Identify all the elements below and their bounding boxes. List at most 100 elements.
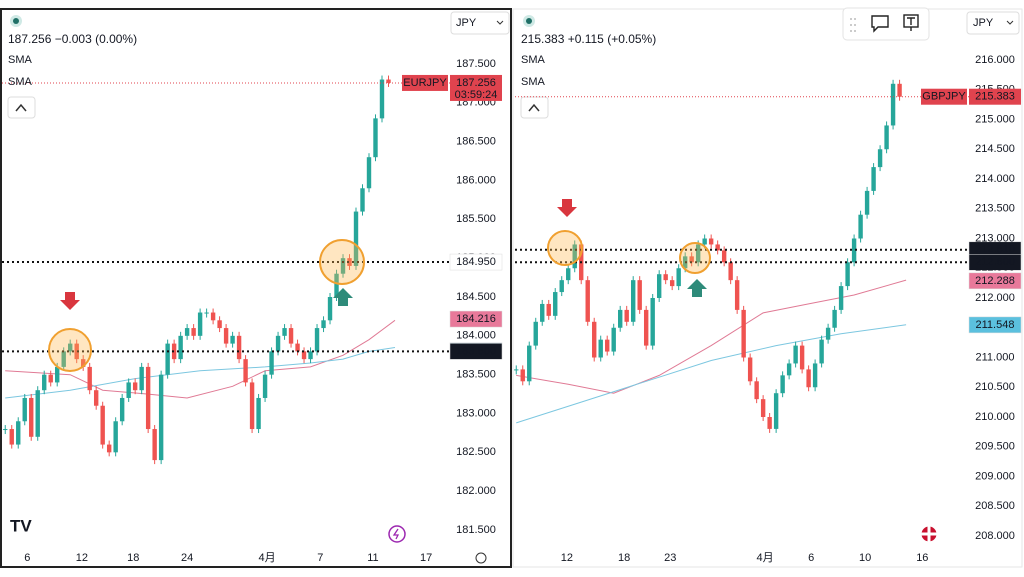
candle bbox=[624, 309, 629, 322]
candle bbox=[230, 335, 235, 344]
candle bbox=[256, 397, 261, 430]
level-label: 212.288 bbox=[975, 275, 1015, 287]
candle bbox=[799, 345, 805, 370]
candle bbox=[864, 190, 870, 215]
candle bbox=[741, 309, 746, 358]
candle bbox=[715, 244, 720, 251]
candle bbox=[598, 339, 603, 358]
x-tick-label: 11 bbox=[367, 552, 378, 564]
events-icon[interactable] bbox=[388, 525, 406, 543]
candle bbox=[702, 238, 707, 245]
currency-label: JPY bbox=[456, 17, 477, 29]
candle bbox=[767, 417, 772, 429]
y-tick-label: 184.500 bbox=[456, 291, 496, 303]
collapse-button[interactable] bbox=[7, 96, 36, 119]
header-price: 187.256 −0.003 (0.00%) bbox=[8, 32, 137, 46]
y-tick-label: 209.000 bbox=[975, 470, 1015, 482]
candle bbox=[540, 303, 545, 322]
candle bbox=[884, 125, 889, 150]
candle bbox=[708, 238, 714, 245]
drag-handle[interactable] bbox=[850, 18, 856, 32]
events-glyph bbox=[392, 528, 400, 540]
collapse-button[interactable] bbox=[520, 96, 549, 119]
candle bbox=[386, 79, 391, 83]
level-tag bbox=[968, 316, 1022, 334]
candle bbox=[249, 382, 255, 430]
candle bbox=[734, 280, 740, 310]
highlight-circle bbox=[48, 328, 92, 372]
x-tick-label: 23 bbox=[664, 552, 676, 564]
legend-entry: SMA bbox=[8, 76, 33, 88]
candle bbox=[793, 345, 798, 364]
candle bbox=[520, 369, 525, 382]
legend-entry: SMA bbox=[8, 54, 33, 66]
candle bbox=[48, 374, 53, 383]
last-price-tag bbox=[969, 88, 1021, 105]
candle bbox=[546, 303, 551, 316]
currency-select[interactable] bbox=[450, 11, 510, 35]
y-tick-label: 185.500 bbox=[456, 213, 496, 225]
y-tick-label: 211.000 bbox=[976, 351, 1015, 363]
candle bbox=[210, 312, 216, 321]
candle bbox=[533, 321, 538, 346]
candle bbox=[669, 280, 675, 287]
last-price-tag bbox=[450, 74, 502, 101]
y-tick-label: 216.000 bbox=[975, 54, 1015, 66]
y-tick-label: 213.500 bbox=[975, 203, 1015, 215]
y-tick-label: 208.500 bbox=[975, 500, 1015, 512]
level-tag bbox=[449, 253, 503, 271]
y-tick-label: 186.500 bbox=[456, 136, 496, 148]
candle bbox=[262, 374, 268, 398]
candle bbox=[113, 421, 118, 453]
candle bbox=[728, 262, 733, 281]
symbol-tag bbox=[921, 88, 967, 105]
y-tick-label: 182.000 bbox=[456, 485, 496, 497]
level-label: 212.810 bbox=[975, 244, 1015, 256]
candle bbox=[838, 286, 844, 310]
dropdown-caret bbox=[496, 20, 504, 25]
candle bbox=[366, 157, 372, 189]
down-arrow bbox=[557, 199, 577, 217]
candle bbox=[22, 397, 27, 422]
candle bbox=[236, 335, 242, 360]
candle bbox=[897, 83, 902, 97]
candle bbox=[832, 309, 837, 328]
candle bbox=[773, 393, 779, 429]
candle bbox=[288, 328, 294, 344]
symbol-icon-dot bbox=[526, 18, 532, 24]
sma-line bbox=[516, 279, 907, 394]
y-tick-label: 208.000 bbox=[975, 530, 1015, 542]
candle bbox=[282, 328, 287, 336]
candle bbox=[100, 405, 105, 445]
left-panel-border bbox=[0, 8, 512, 568]
candle bbox=[223, 328, 229, 344]
x-tick-label: 16 bbox=[916, 552, 928, 564]
settings-icon[interactable] bbox=[475, 552, 487, 564]
currency-select[interactable] bbox=[966, 11, 1020, 35]
candle bbox=[630, 280, 636, 322]
y-tick-label: 209.500 bbox=[975, 441, 1015, 453]
right-panel-border bbox=[512, 8, 1023, 568]
x-tick-label: 17 bbox=[420, 552, 432, 564]
candle bbox=[275, 335, 281, 352]
candle bbox=[559, 280, 564, 293]
up-arrow bbox=[333, 288, 353, 306]
y-tick-label: 214.000 bbox=[975, 173, 1015, 185]
level-label: 184.950 bbox=[456, 256, 496, 268]
x-tick-label: 6 bbox=[808, 552, 814, 564]
candle bbox=[184, 328, 190, 336]
symbol-label: EURJPY bbox=[403, 77, 447, 89]
candle bbox=[851, 238, 857, 263]
comment-icon[interactable] bbox=[871, 15, 889, 33]
candle bbox=[158, 374, 164, 461]
y-tick-label: 214.500 bbox=[975, 143, 1015, 155]
candle bbox=[643, 309, 649, 346]
sma-line bbox=[516, 324, 907, 424]
candle bbox=[308, 351, 313, 360]
highlight-circle bbox=[679, 242, 711, 274]
level-tag bbox=[449, 310, 503, 328]
candle bbox=[553, 292, 558, 316]
candle bbox=[747, 357, 753, 382]
candle bbox=[68, 343, 73, 352]
candle bbox=[269, 351, 274, 375]
